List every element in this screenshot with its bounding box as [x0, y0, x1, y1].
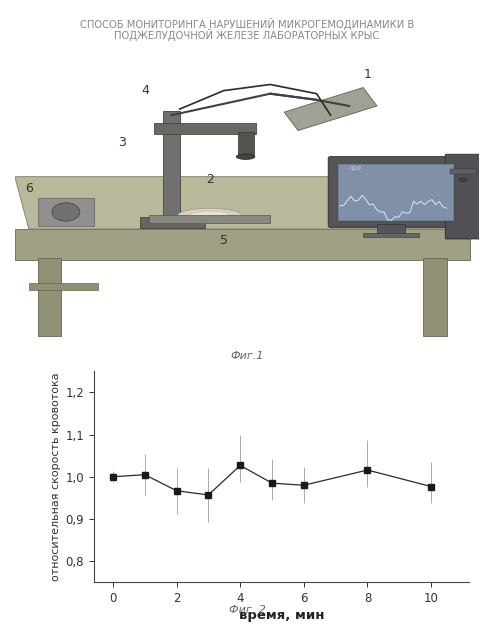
Ellipse shape	[236, 154, 255, 159]
Ellipse shape	[459, 178, 467, 182]
FancyBboxPatch shape	[328, 157, 463, 227]
Ellipse shape	[52, 203, 80, 221]
Ellipse shape	[177, 208, 243, 223]
Bar	[140, 218, 205, 228]
Text: 1: 1	[364, 68, 371, 81]
Text: Фиг. 2: Фиг. 2	[229, 605, 265, 615]
Text: ПОДЖЕЛУДОЧНОЙ ЖЕЛЕЗЕ ЛАБОРАТОРНЫХ КРЫС: ПОДЖЕЛУДОЧНОЙ ЖЕЛЕЗЕ ЛАБОРАТОРНЫХ КРЫС	[115, 29, 379, 41]
FancyBboxPatch shape	[337, 164, 453, 221]
Text: Фиг.1: Фиг.1	[230, 351, 264, 361]
Bar	[38, 198, 94, 226]
Polygon shape	[284, 88, 377, 131]
Bar	[363, 233, 419, 237]
Bar	[150, 215, 270, 223]
Text: 6: 6	[25, 182, 33, 195]
Y-axis label: относительная скорость кровотока: относительная скорость кровотока	[51, 372, 61, 581]
Bar	[38, 258, 61, 337]
Polygon shape	[15, 177, 470, 229]
Bar	[377, 224, 405, 235]
Text: ЛДФ: ЛДФ	[349, 165, 363, 170]
X-axis label: время, мин: время, мин	[239, 609, 325, 622]
Text: 2: 2	[206, 173, 214, 186]
Text: 3: 3	[118, 136, 125, 149]
Bar	[238, 132, 254, 155]
Text: 4: 4	[141, 84, 149, 97]
Bar	[154, 123, 256, 134]
Ellipse shape	[189, 211, 231, 221]
Bar	[423, 258, 447, 337]
Text: СПОСОБ МОНИТОРИНГА НАРУШЕНИЙ МИКРОГЕМОДИНАМИКИ В: СПОСОБ МОНИТОРИНГА НАРУШЕНИЙ МИКРОГЕМОДИ…	[80, 18, 414, 30]
Bar	[164, 111, 180, 227]
Bar	[29, 283, 98, 291]
Text: 5: 5	[220, 234, 228, 247]
Polygon shape	[15, 229, 470, 260]
Bar	[451, 169, 476, 173]
FancyBboxPatch shape	[445, 154, 481, 239]
